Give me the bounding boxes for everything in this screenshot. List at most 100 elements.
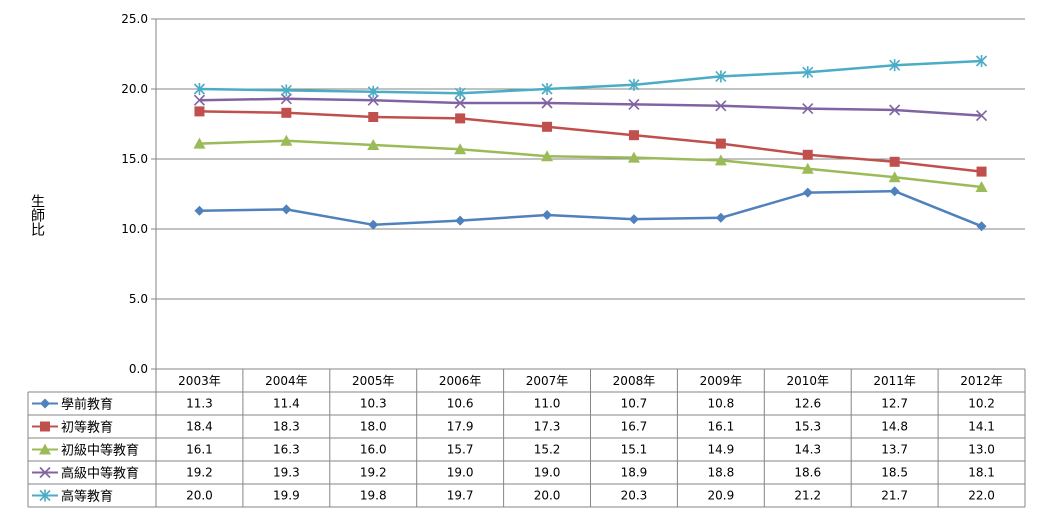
data-point: [194, 205, 205, 216]
table-cell-value: 11.0: [534, 397, 561, 411]
y-tick-label: 25.0: [121, 12, 148, 26]
triangle-marker: [39, 443, 51, 455]
x-marker-stroke: [541, 97, 553, 109]
series-line: [199, 97, 982, 117]
data-point: [715, 138, 726, 149]
x-marker-stroke: [715, 100, 727, 112]
square-marker: [628, 130, 639, 141]
table-cell-value: 11.4: [273, 397, 300, 411]
table-cell-value: 19.8: [360, 489, 387, 503]
table-cell-value: 10.7: [621, 397, 648, 411]
x-category-label: 2010年: [786, 374, 829, 388]
data-point: [194, 106, 205, 117]
legend-key-marker: [39, 443, 51, 455]
data-point: [714, 154, 727, 166]
table-cell-value: 16.1: [707, 420, 734, 434]
diamond-marker: [455, 215, 466, 226]
series-5: [193, 55, 988, 100]
diamond-marker: [368, 219, 379, 230]
diamond-marker: [889, 186, 900, 197]
table-cell-value: 19.0: [447, 466, 474, 480]
data-point: [454, 97, 466, 109]
data-table: 2003年 2004年 2005年 2006年 2007年 2008年 2009年 2010年…: [27, 368, 1026, 508]
triangle-marker: [280, 134, 293, 146]
series-1: [194, 186, 987, 232]
y-axis-title: 生師比: [29, 194, 45, 236]
triangle-marker: [801, 162, 814, 174]
data-point: [542, 121, 553, 132]
table-cell-value: 17.3: [534, 420, 561, 434]
data-point: [889, 59, 901, 72]
data-point: [802, 103, 814, 115]
table-cell-value: 12.7: [881, 397, 908, 411]
data-point: [888, 171, 901, 183]
table-cell-value: 18.6: [794, 466, 821, 480]
data-point: [976, 221, 987, 232]
x-category-label: 2005年: [352, 374, 395, 388]
data-point: [715, 212, 726, 223]
series-name-label: 初級中等教育: [61, 443, 139, 459]
data-point: [367, 139, 380, 150]
data-point: [802, 66, 814, 79]
diamond-marker: [194, 205, 205, 216]
x-marker-stroke: [889, 104, 901, 116]
x-marker-stroke: [193, 94, 206, 106]
table-row: 高級中等教育 19.2 19.3 19.2 19.0 19.0 18.9 18.8 18.6 18…: [32, 466, 995, 482]
series-name-label: 高級中等教育: [61, 466, 139, 482]
table-cell-value: 17.9: [447, 420, 474, 434]
table-cell-value: 14.3: [794, 443, 821, 457]
data-point: [975, 55, 988, 67]
table-cell-value: 13.0: [968, 443, 995, 457]
table-cell-value: 18.1: [968, 466, 995, 480]
data-point: [802, 149, 813, 160]
table-cell-value: 11.3: [186, 397, 213, 411]
table-cell-value: 19.0: [534, 466, 561, 480]
table-row: 高等教育 20.0 19.9 19.8 19.7 20.0 20.3 20.9 21.2 21.7…: [32, 489, 995, 505]
triangle-marker: [627, 151, 640, 163]
data-point: [367, 94, 379, 106]
data-point: [280, 134, 293, 146]
table-cell-value: 15.3: [794, 420, 821, 434]
square-marker: [455, 113, 466, 124]
table-cell-value: 19.9: [273, 489, 300, 503]
x-marker-stroke: [802, 103, 814, 115]
table-cell-value: 20.9: [707, 489, 734, 503]
diamond-marker: [542, 210, 553, 220]
x-marker-stroke: [975, 110, 988, 122]
table-cell-value: 18.4: [186, 420, 213, 434]
data-point: [455, 113, 466, 124]
series-line: [199, 189, 983, 228]
table-cell-value: 12.6: [794, 397, 821, 411]
x-category-label: 2007年: [526, 374, 569, 388]
series-name-label: 初等教育: [61, 420, 113, 436]
diamond-marker: [281, 204, 292, 215]
table-cell-value: 10.3: [360, 397, 387, 411]
series-4: [193, 93, 988, 122]
triangle-marker: [454, 143, 467, 155]
table-cell-value: 18.0: [360, 420, 387, 434]
table-cell-value: 14.1: [968, 420, 995, 434]
data-point: [976, 166, 987, 177]
data-point: [541, 150, 554, 162]
y-tick-label: 15.0: [121, 152, 148, 166]
series-name-label: 學前教育: [61, 397, 113, 413]
data-point: [542, 210, 553, 220]
table-cell-value: 19.2: [360, 466, 387, 480]
triangle-marker: [541, 150, 554, 162]
x-marker-stroke: [628, 98, 640, 110]
data-point: [193, 83, 206, 95]
data-point: [368, 112, 379, 122]
table-cell-value: 16.7: [621, 420, 648, 434]
table-cell-value: 18.3: [273, 420, 300, 434]
diamond-marker: [976, 221, 987, 232]
legend-key-marker: [39, 466, 51, 479]
table-cell-value: 19.7: [447, 489, 474, 503]
table-cell-value: 21.7: [881, 489, 908, 503]
x-marker-stroke: [39, 466, 51, 479]
square-marker: [194, 106, 205, 117]
x-marker-stroke: [280, 93, 292, 105]
y-tick-label: 0.0: [129, 362, 148, 376]
square-marker: [281, 107, 292, 118]
